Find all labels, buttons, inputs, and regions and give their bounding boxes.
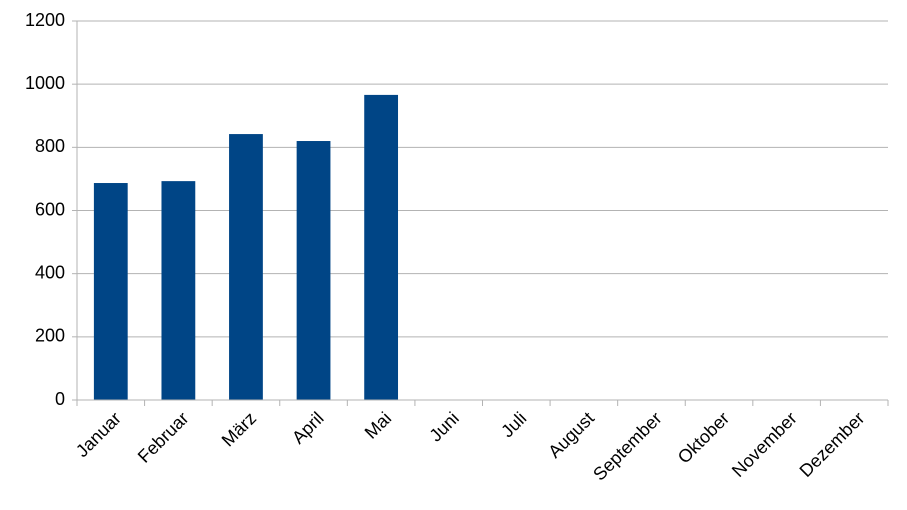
y-tick-label: 1200: [25, 10, 65, 30]
x-tick-label: Dezember: [796, 408, 869, 481]
x-tick-label: September: [589, 408, 665, 484]
x-tick-label: Februar: [134, 408, 193, 467]
bar: [296, 141, 331, 400]
x-tick-label: Januar: [72, 408, 125, 461]
x-tick-label: April: [288, 408, 328, 448]
x-tick-label: August: [544, 408, 598, 462]
y-tick-label: 800: [35, 136, 65, 156]
x-tick-label: Mai: [361, 408, 396, 443]
x-tick-label: Oktober: [674, 408, 733, 467]
y-tick-label: 200: [35, 326, 65, 346]
y-tick-label: 600: [35, 199, 65, 219]
y-tick-label: 1000: [25, 73, 65, 93]
y-tick-label: 400: [35, 262, 65, 282]
bar: [161, 181, 196, 400]
bar: [229, 134, 263, 400]
bar: [93, 183, 128, 400]
x-tick-label: März: [218, 408, 260, 450]
bar: [364, 94, 399, 400]
y-tick-label: 0: [55, 389, 65, 409]
x-tick-label: November: [728, 408, 801, 481]
x-tick-label: Juni: [425, 408, 462, 445]
x-tick-label: Juli: [497, 408, 530, 441]
